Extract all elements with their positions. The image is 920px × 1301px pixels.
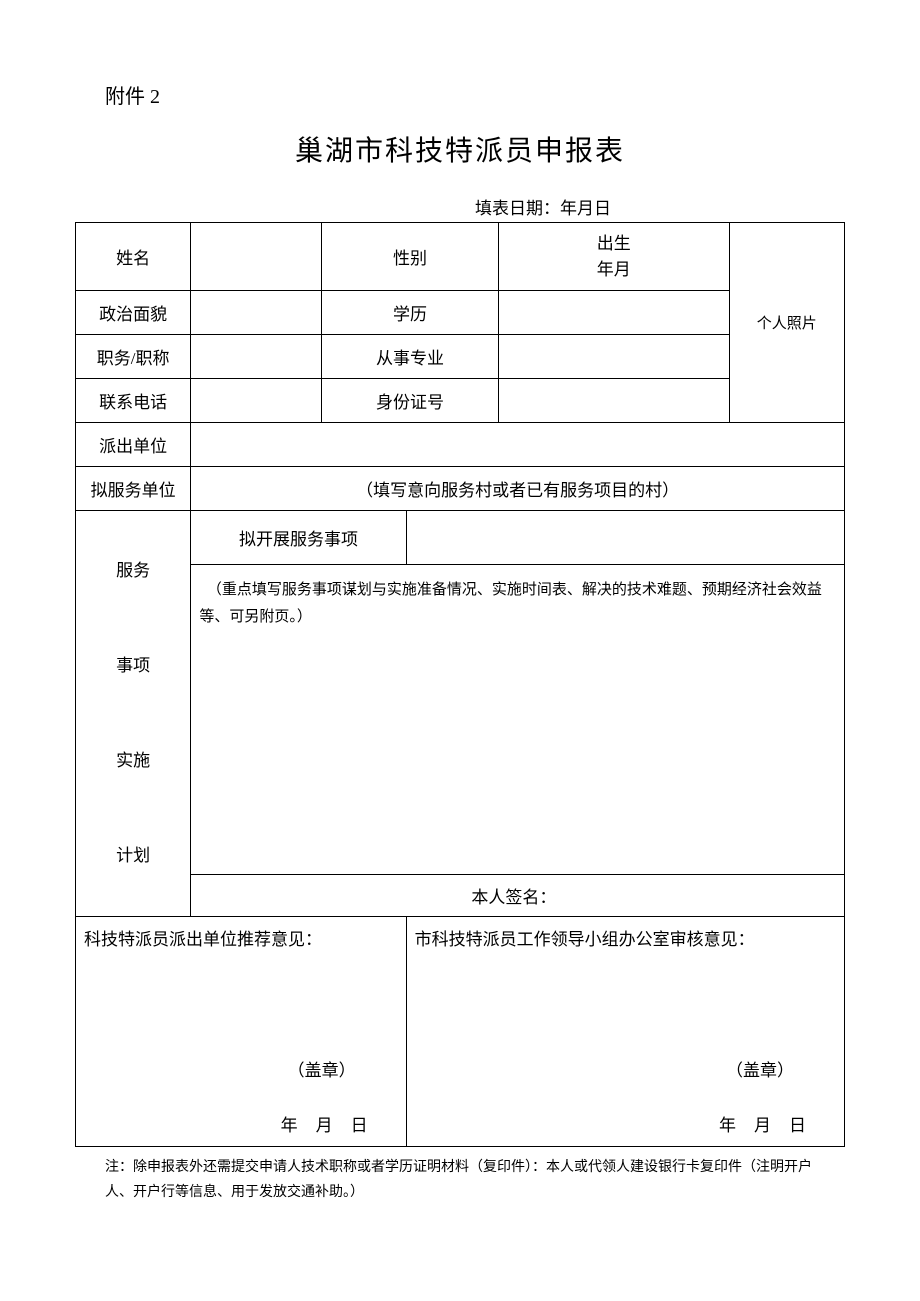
footnote: 注：除申报表外还需提交申请人技术职称或者学历证明材料（复印件）：本人或代领人建设…: [75, 1155, 845, 1205]
label-gender: 性别: [322, 223, 499, 291]
label-id-number: 身份证号: [322, 379, 499, 423]
label-name: 姓名: [76, 223, 191, 291]
opinion-right-header: 市科技特派员工作领导小组办公室审核意见：: [415, 925, 836, 950]
label-political: 政治面貌: [76, 291, 191, 335]
date-right: 年月日: [719, 1111, 824, 1136]
intended-unit-hint[interactable]: （填写意向服务村或者已有服务项目的村）: [191, 467, 845, 511]
value-position[interactable]: [191, 335, 322, 379]
value-service-item[interactable]: [406, 511, 844, 565]
application-form-table: 姓名 性别 出生 年月 个人照片 政治面貌 学历 职务/职称 从事专业 联系电话…: [75, 222, 845, 1147]
label-phone: 联系电话: [76, 379, 191, 423]
service-plan-hint[interactable]: （重点填写服务事项谋划与实施准备情况、实施时间表、解决的技术难题、预期经济社会效…: [191, 565, 845, 875]
label-dispatch-unit: 派出单位: [76, 423, 191, 467]
table-row: 本人签名：: [76, 875, 845, 917]
table-row: 科技特派员派出单位推荐意见： （盖章） 年月日 市科技特派员工作领导小组办公室审…: [76, 917, 845, 1147]
opinion-office[interactable]: 市科技特派员工作领导小组办公室审核意见： （盖章） 年月日: [406, 917, 844, 1147]
label-specialty: 从事专业: [322, 335, 499, 379]
seal-left: （盖章）: [288, 1056, 356, 1081]
signature-label: 本人签名：: [191, 875, 845, 917]
table-row: 姓名 性别 出生 年月 个人照片: [76, 223, 845, 291]
page-title: 巢湖市科技特派员申报表: [75, 129, 845, 169]
value-education[interactable]: [498, 291, 729, 335]
table-row: （重点填写服务事项谋划与实施准备情况、实施时间表、解决的技术难题、预期经济社会效…: [76, 565, 845, 875]
value-political[interactable]: [191, 291, 322, 335]
value-name[interactable]: [191, 223, 322, 291]
seal-right: （盖章）: [726, 1056, 794, 1081]
label-intended-unit: 拟服务单位: [76, 467, 191, 511]
label-birth: 出生 年月: [498, 223, 729, 291]
value-phone[interactable]: [191, 379, 322, 423]
label-position: 职务/职称: [76, 335, 191, 379]
date-left: 年月日: [281, 1111, 386, 1136]
opinion-dispatch-unit[interactable]: 科技特派员派出单位推荐意见： （盖章） 年月日: [76, 917, 407, 1147]
photo-placeholder: 个人照片: [729, 223, 844, 423]
table-row: 拟服务单位 （填写意向服务村或者已有服务项目的村）: [76, 467, 845, 511]
table-row: 派出单位: [76, 423, 845, 467]
label-service-plan: 服务 事项 实施 计划: [76, 511, 191, 917]
table-row: 服务 事项 实施 计划 拟开展服务事项: [76, 511, 845, 565]
value-specialty[interactable]: [498, 335, 729, 379]
value-id-number[interactable]: [498, 379, 729, 423]
value-dispatch-unit[interactable]: [191, 423, 845, 467]
label-service-item: 拟开展服务事项: [191, 511, 406, 565]
opinion-left-header: 科技特派员派出单位推荐意见：: [84, 925, 398, 950]
fill-date-label: 填表日期：年月日: [475, 194, 845, 219]
label-education: 学历: [322, 291, 499, 335]
attachment-label: 附件 2: [105, 80, 845, 109]
